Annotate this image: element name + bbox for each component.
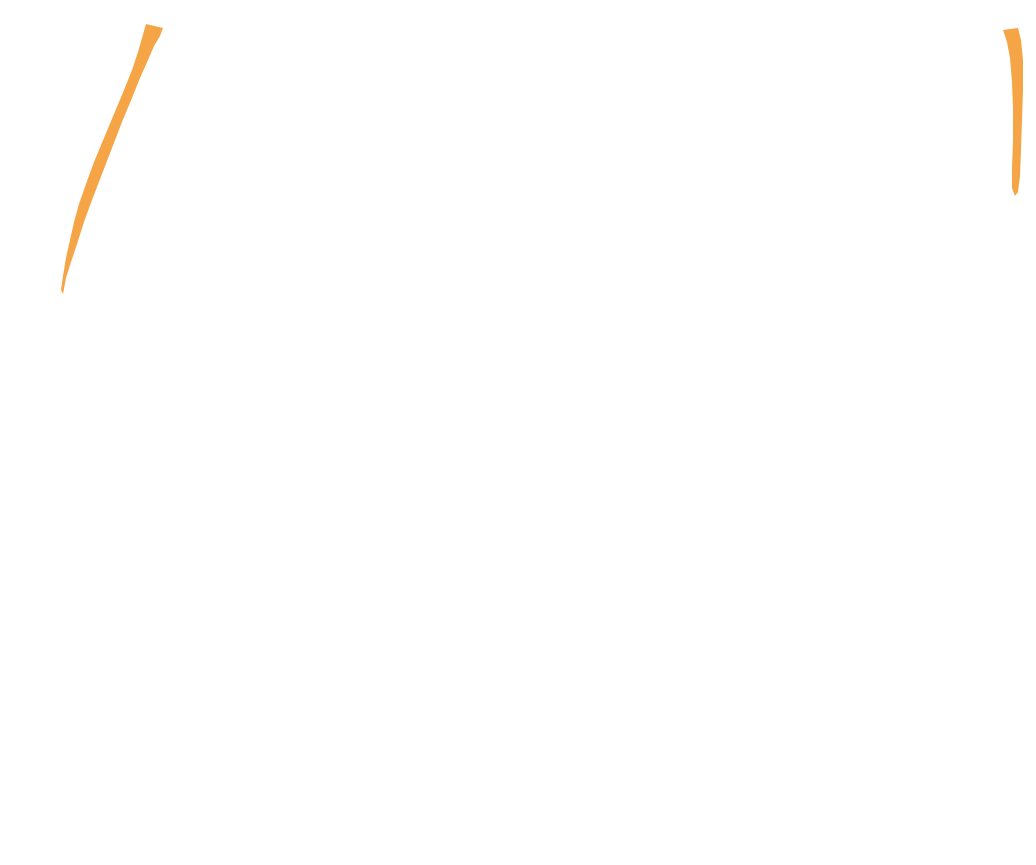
right-vertical-brush-stroke <box>1003 28 1023 196</box>
left-diagonal-brush-stroke <box>61 24 163 294</box>
